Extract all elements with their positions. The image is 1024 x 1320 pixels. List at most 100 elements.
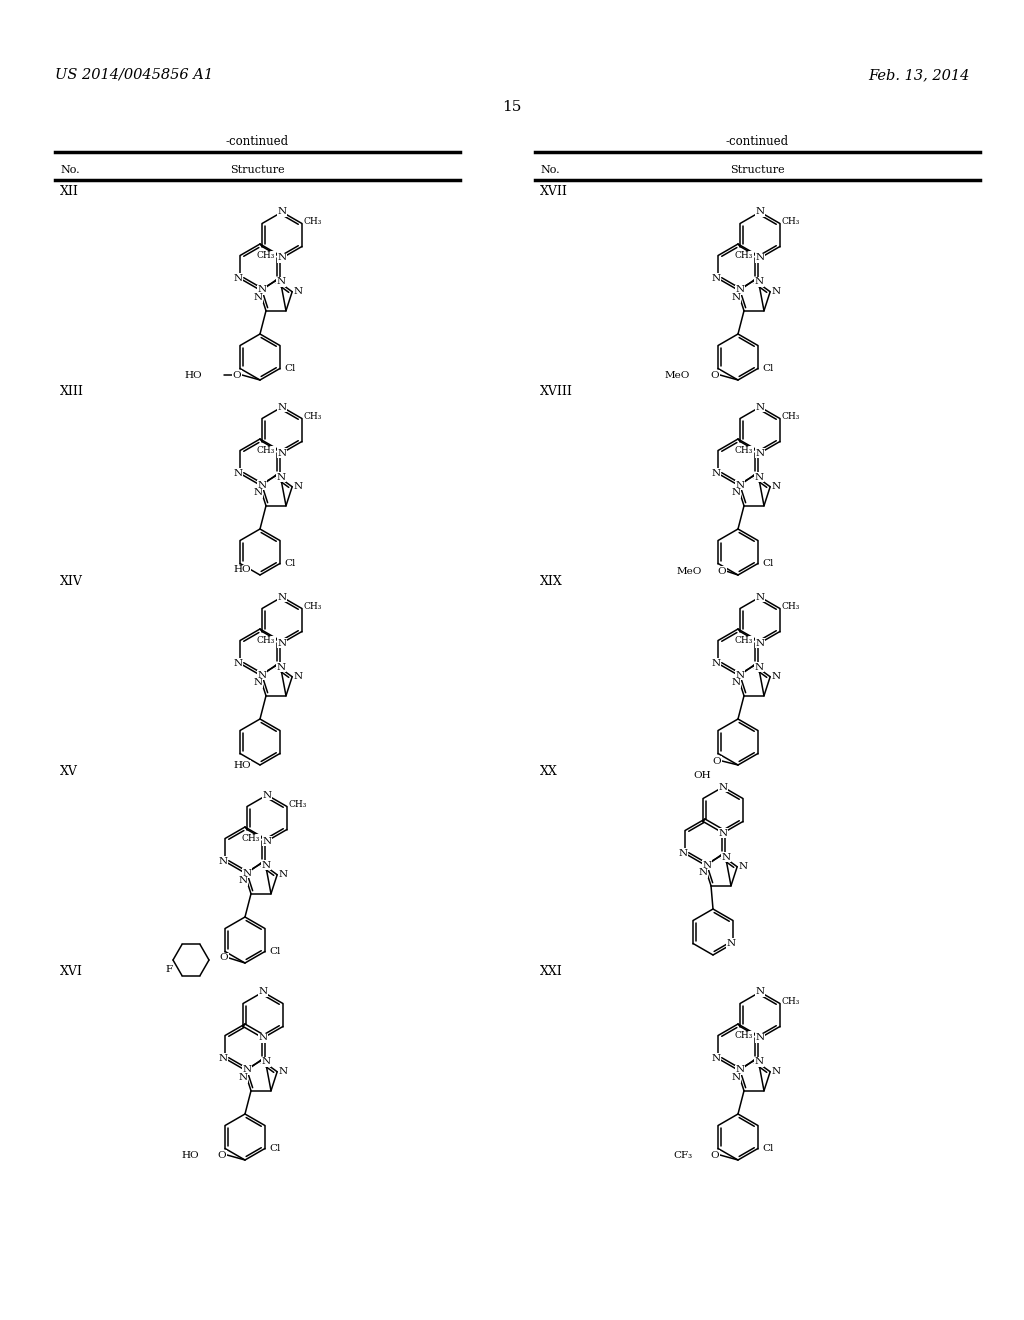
Text: N: N bbox=[243, 869, 252, 878]
Text: CH₃: CH₃ bbox=[304, 602, 323, 611]
Text: XVIII: XVIII bbox=[540, 385, 572, 399]
Text: Feb. 13, 2014: Feb. 13, 2014 bbox=[868, 69, 970, 82]
Text: Structure: Structure bbox=[730, 165, 784, 176]
Text: Cl: Cl bbox=[285, 364, 296, 374]
Text: CH₃: CH₃ bbox=[735, 446, 753, 455]
Text: CH₃: CH₃ bbox=[735, 251, 753, 260]
Text: N: N bbox=[735, 1065, 744, 1074]
Text: CH₃: CH₃ bbox=[304, 216, 323, 226]
Text: CH₃: CH₃ bbox=[242, 834, 260, 843]
Text: No.: No. bbox=[540, 165, 560, 176]
Text: N: N bbox=[262, 791, 271, 800]
Text: N: N bbox=[731, 488, 740, 498]
Text: Cl: Cl bbox=[269, 946, 281, 956]
Text: N: N bbox=[755, 473, 764, 482]
Text: CH₃: CH₃ bbox=[781, 412, 800, 421]
Text: N: N bbox=[243, 1065, 252, 1074]
Text: N: N bbox=[253, 293, 262, 302]
Text: CH₃: CH₃ bbox=[304, 412, 323, 421]
Text: XIII: XIII bbox=[60, 385, 84, 399]
Text: N: N bbox=[756, 253, 765, 263]
Text: N: N bbox=[772, 288, 780, 296]
Text: N: N bbox=[756, 987, 765, 997]
Text: N: N bbox=[218, 1053, 227, 1063]
Text: N: N bbox=[712, 659, 721, 668]
Text: N: N bbox=[738, 862, 748, 871]
Text: O: O bbox=[711, 1151, 719, 1159]
Text: N: N bbox=[755, 1057, 764, 1067]
Text: HO: HO bbox=[233, 760, 251, 770]
Text: N: N bbox=[702, 861, 712, 870]
Text: CH₃: CH₃ bbox=[735, 1031, 753, 1040]
Text: MeO: MeO bbox=[665, 371, 690, 380]
Text: O: O bbox=[220, 953, 228, 962]
Text: O: O bbox=[718, 566, 726, 576]
Text: N: N bbox=[712, 469, 721, 478]
Text: CH₃: CH₃ bbox=[735, 636, 753, 645]
Text: N: N bbox=[294, 672, 303, 681]
Text: N: N bbox=[731, 1073, 740, 1082]
Text: N: N bbox=[755, 663, 764, 672]
Text: N: N bbox=[719, 783, 728, 792]
Text: N: N bbox=[731, 678, 740, 688]
Text: N: N bbox=[772, 672, 780, 681]
Text: Cl: Cl bbox=[269, 1144, 281, 1152]
Text: N: N bbox=[722, 853, 730, 862]
Text: N: N bbox=[253, 488, 262, 498]
Text: N: N bbox=[772, 1068, 780, 1076]
Text: N: N bbox=[278, 207, 287, 216]
Text: XVI: XVI bbox=[60, 965, 83, 978]
Text: N: N bbox=[276, 473, 286, 482]
Text: N: N bbox=[756, 207, 765, 216]
Text: N: N bbox=[712, 1053, 721, 1063]
Text: N: N bbox=[731, 293, 740, 302]
Text: N: N bbox=[257, 671, 266, 680]
Text: N: N bbox=[756, 403, 765, 412]
Text: N: N bbox=[239, 1073, 248, 1082]
Text: 15: 15 bbox=[503, 100, 521, 114]
Text: N: N bbox=[253, 678, 262, 688]
Text: XV: XV bbox=[60, 766, 78, 777]
Text: O: O bbox=[218, 1151, 226, 1159]
Text: N: N bbox=[258, 1034, 267, 1043]
Text: N: N bbox=[278, 403, 287, 412]
Text: N: N bbox=[278, 253, 287, 263]
Text: N: N bbox=[719, 829, 728, 837]
Text: N: N bbox=[698, 869, 708, 878]
Text: US 2014/0045856 A1: US 2014/0045856 A1 bbox=[55, 69, 213, 82]
Text: O: O bbox=[232, 371, 242, 380]
Text: N: N bbox=[735, 480, 744, 490]
Text: XVII: XVII bbox=[540, 185, 568, 198]
Text: N: N bbox=[276, 277, 286, 286]
Text: N: N bbox=[261, 861, 270, 870]
Text: N: N bbox=[257, 480, 266, 490]
Text: N: N bbox=[756, 449, 765, 458]
Text: N: N bbox=[772, 482, 780, 491]
Text: N: N bbox=[239, 876, 248, 886]
Text: N: N bbox=[712, 275, 721, 282]
Text: HO: HO bbox=[181, 1151, 199, 1159]
Text: O: O bbox=[711, 371, 719, 380]
Text: HO: HO bbox=[184, 371, 202, 380]
Text: N: N bbox=[233, 469, 243, 478]
Text: XXI: XXI bbox=[540, 965, 563, 978]
Text: CH₃: CH₃ bbox=[257, 636, 275, 645]
Text: MeO: MeO bbox=[677, 566, 702, 576]
Text: N: N bbox=[279, 870, 288, 879]
Text: N: N bbox=[679, 849, 688, 858]
Text: CH₃: CH₃ bbox=[781, 602, 800, 611]
Text: N: N bbox=[218, 857, 227, 866]
Text: N: N bbox=[233, 275, 243, 282]
Text: N: N bbox=[294, 482, 303, 491]
Text: Cl: Cl bbox=[762, 1144, 773, 1152]
Text: F: F bbox=[166, 965, 173, 974]
Text: CH₃: CH₃ bbox=[257, 446, 275, 455]
Text: OH: OH bbox=[693, 771, 711, 780]
Text: N: N bbox=[257, 285, 266, 294]
Text: N: N bbox=[755, 277, 764, 286]
Text: N: N bbox=[278, 639, 287, 648]
Text: XX: XX bbox=[540, 766, 558, 777]
Text: CF₃: CF₃ bbox=[673, 1151, 692, 1159]
Text: Structure: Structure bbox=[230, 165, 285, 176]
Text: -continued: -continued bbox=[726, 135, 790, 148]
